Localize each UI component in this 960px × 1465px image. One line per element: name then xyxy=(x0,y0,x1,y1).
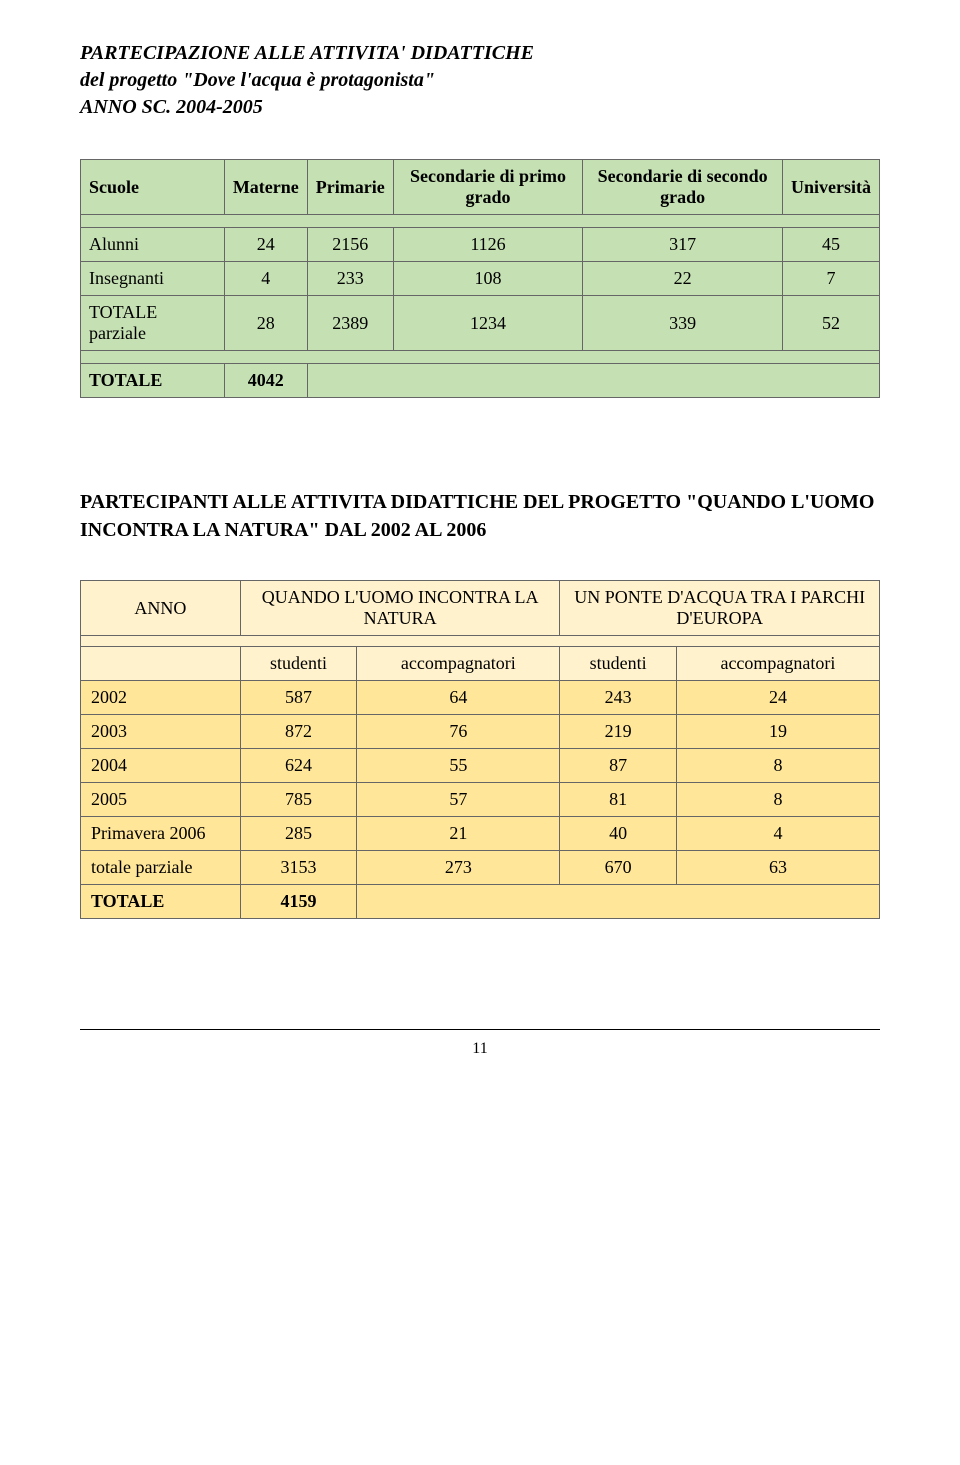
table2-cell: 24 xyxy=(676,681,879,715)
table2-cell: 63 xyxy=(676,851,879,885)
table2-subheader: accompagnatori xyxy=(357,647,560,681)
table1-cell: 108 xyxy=(393,262,583,296)
table1-header: Scuole xyxy=(81,160,225,215)
table2-cell: 87 xyxy=(560,749,677,783)
section-heading: PARTECIPANTI ALLE ATTIVITA DIDATTICHE DE… xyxy=(80,488,880,544)
table2-cell: 76 xyxy=(357,715,560,749)
col-group-b: UN PONTE D'ACQUA TRA I PARCHI D'EUROPA xyxy=(560,581,880,636)
table2-cell: 670 xyxy=(560,851,677,885)
table1-cell: 22 xyxy=(583,262,783,296)
table2-cell: 21 xyxy=(357,817,560,851)
table2-cell: 19 xyxy=(676,715,879,749)
table1-cell: 24 xyxy=(224,228,307,262)
table1-cell: 339 xyxy=(583,296,783,351)
table1-cell: 1234 xyxy=(393,296,583,351)
col-anno: ANNO xyxy=(81,581,241,636)
col-group-a: QUANDO L'UOMO INCONTRA LA NATURA xyxy=(240,581,560,636)
table2-year: 2004 xyxy=(81,749,241,783)
title-line-1: PARTECIPAZIONE ALLE ATTIVITA' DIDATTICHE xyxy=(80,40,880,67)
table2-cell: 8 xyxy=(676,749,879,783)
table2-year: 2003 xyxy=(81,715,241,749)
table2-cell: 4 xyxy=(676,817,879,851)
participation-table: ScuoleMaternePrimarieSecondarie di primo… xyxy=(80,159,880,398)
table2-subheader: studenti xyxy=(240,647,357,681)
table1-header: Università xyxy=(782,160,879,215)
table2-cell: 8 xyxy=(676,783,879,817)
table2-cell: 57 xyxy=(357,783,560,817)
table2-cell: 243 xyxy=(560,681,677,715)
table2-cell: 587 xyxy=(240,681,357,715)
table2-cell: 273 xyxy=(357,851,560,885)
table2-year: 2002 xyxy=(81,681,241,715)
table1-cell: 233 xyxy=(307,262,393,296)
table2-cell: 285 xyxy=(240,817,357,851)
table2-total-label: TOTALE xyxy=(81,885,241,919)
table2-cell: 64 xyxy=(357,681,560,715)
table1-cell: 4 xyxy=(224,262,307,296)
table2-year: totale parziale xyxy=(81,851,241,885)
table2-cell: 55 xyxy=(357,749,560,783)
table1-cell: 1126 xyxy=(393,228,583,262)
table1-cell: 2389 xyxy=(307,296,393,351)
table1-cell: 52 xyxy=(782,296,879,351)
table2-subheader: accompagnatori xyxy=(676,647,879,681)
table1-cell: 2156 xyxy=(307,228,393,262)
page-footer: 11 xyxy=(80,1029,880,1058)
table2-subheader: studenti xyxy=(560,647,677,681)
page-number: 11 xyxy=(472,1040,487,1057)
table2-year: 2005 xyxy=(81,783,241,817)
table2-year: Primavera 2006 xyxy=(81,817,241,851)
table2-cell: 219 xyxy=(560,715,677,749)
table1-row-label: Insegnanti xyxy=(81,262,225,296)
table2-cell: 3153 xyxy=(240,851,357,885)
table1-row-label: Alunni xyxy=(81,228,225,262)
table1-cell: 45 xyxy=(782,228,879,262)
table1-total-value: 4042 xyxy=(224,364,307,398)
table2-total-value: 4159 xyxy=(240,885,357,919)
table2-cell: 624 xyxy=(240,749,357,783)
table1-header: Materne xyxy=(224,160,307,215)
table2-cell: 81 xyxy=(560,783,677,817)
table1-row-label: TOTALE parziale xyxy=(81,296,225,351)
table1-cell: 28 xyxy=(224,296,307,351)
table1-header: Primarie xyxy=(307,160,393,215)
yearly-table: ANNO QUANDO L'UOMO INCONTRA LA NATURA UN… xyxy=(80,580,880,919)
table1-cell: 317 xyxy=(583,228,783,262)
title-line-2: del progetto "Dove l'acqua è protagonist… xyxy=(80,67,880,94)
table2-cell: 872 xyxy=(240,715,357,749)
table2-cell: 785 xyxy=(240,783,357,817)
table1-cell: 7 xyxy=(782,262,879,296)
table1-header: Secondarie di secondo grado xyxy=(583,160,783,215)
title-block: PARTECIPAZIONE ALLE ATTIVITA' DIDATTICHE… xyxy=(80,40,880,121)
title-line-3: ANNO SC. 2004-2005 xyxy=(80,94,880,121)
table2-cell: 40 xyxy=(560,817,677,851)
table1-total-label: TOTALE xyxy=(81,364,225,398)
table1-header: Secondarie di primo grado xyxy=(393,160,583,215)
